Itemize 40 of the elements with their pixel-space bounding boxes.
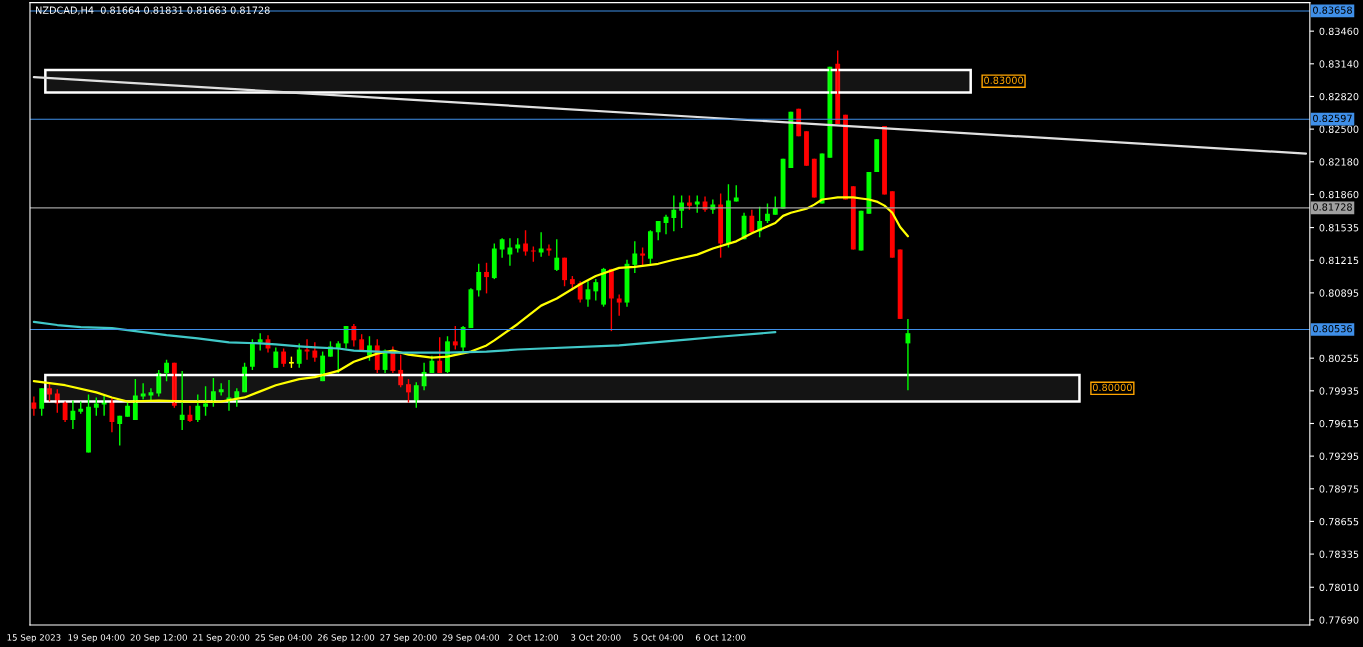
y-tick-label: 0.80895 <box>1319 289 1359 297</box>
x-tick-label: 25 Sep 04:00 <box>255 634 312 643</box>
y-tick-label: 0.78010 <box>1319 583 1359 592</box>
y-tick-label: 0.80255 <box>1319 354 1359 363</box>
y-tick-label: 0.79935 <box>1319 387 1359 395</box>
x-tick-label: 20 Sep 12:00 <box>130 634 187 643</box>
y-tick-label: 0.81215 <box>1319 256 1359 265</box>
y-tick-label: 0.83460 <box>1319 27 1359 35</box>
ref-line-label: 0.83658 <box>1313 6 1352 14</box>
x-tick-label: 3 Oct 20:00 <box>571 634 621 641</box>
y-tick-label: 0.78655 <box>1319 517 1359 526</box>
x-tick-label: 2 Oct 12:00 <box>508 634 559 641</box>
annotation: NZDCAD,H4 0.81664 0.81831 0.81663 0.81728 <box>36 6 270 15</box>
y-tick-label: 0.79615 <box>1319 419 1359 428</box>
band-label: 0.83000 <box>984 76 1024 84</box>
y-tick-label: 0.78335 <box>1319 550 1359 558</box>
x-tick-label: 19 Sep 04:00 <box>68 634 125 643</box>
ref-line-label: 0.82597 <box>1313 114 1352 123</box>
ref-line-label: 0.80536 <box>1313 324 1352 333</box>
candlestick <box>523 229 528 257</box>
x-tick-label: 15 Sep 2023 <box>7 634 61 643</box>
x-tick-label: 5 Oct 04:00 <box>633 634 683 641</box>
y-tick-label: 0.79295 <box>1319 452 1359 460</box>
y-tick-label: 0.77690 <box>1319 616 1359 624</box>
x-tick-label: 29 Sep 04:00 <box>442 634 500 643</box>
y-tick-label: 0.81535 <box>1319 224 1359 232</box>
x-tick-label: 27 Sep 20:00 <box>380 634 437 643</box>
y-tick-label: 0.82500 <box>1319 125 1359 133</box>
y-tick-label: 0.81860 <box>1319 190 1359 199</box>
ref-line-label: 0.81728 <box>1313 203 1352 211</box>
y-tick-label: 0.82820 <box>1319 92 1359 101</box>
y-tick-label: 0.78975 <box>1319 485 1359 493</box>
band-label: 0.80000 <box>1092 383 1132 392</box>
x-tick-label: 26 Sep 12:00 <box>317 634 375 643</box>
x-tick-label: 6 Oct 12:00 <box>695 634 746 641</box>
candlestick <box>796 108 802 137</box>
line-series <box>32 196 910 403</box>
x-tick-label: 21 Sep 20:00 <box>193 634 250 643</box>
y-tick-label: 0.83140 <box>1319 60 1359 68</box>
y-tick-label: 0.82180 <box>1319 158 1359 166</box>
